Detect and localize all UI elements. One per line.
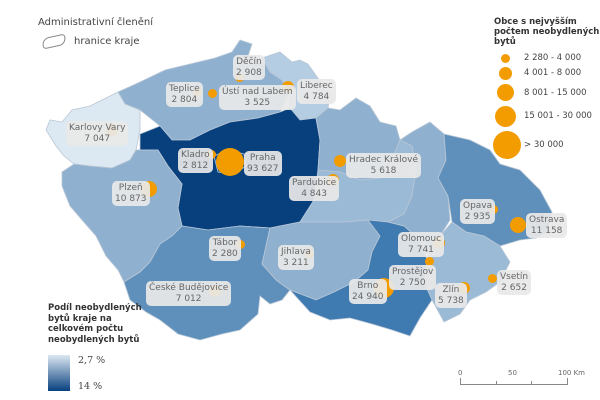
city-label-plzen: Plzeň 10 873 bbox=[112, 181, 150, 206]
city-label-praha: Praha 93 627 bbox=[244, 151, 282, 176]
city-label-tabor: Tábor 2 280 bbox=[209, 236, 241, 261]
scale-tick-0: 0 bbox=[458, 369, 463, 377]
city-bubble-prostejov[interactable] bbox=[425, 257, 434, 266]
city-bubble-praha[interactable] bbox=[216, 148, 244, 176]
boundary-label: hranice kraje bbox=[74, 36, 140, 47]
city-label-opava: Opava 2 935 bbox=[460, 199, 496, 224]
bubble-size-3-icon bbox=[497, 84, 514, 101]
city-label-usti: Ústí nad Labem 3 525 bbox=[219, 85, 296, 110]
bubble-class-3-label: 8 001 - 15 000 bbox=[524, 88, 587, 98]
city-label-hradec: Hradec Králové 5 618 bbox=[346, 153, 422, 178]
city-label-ceske-budejovice: České Budějovice 7 012 bbox=[146, 281, 232, 306]
bubble-legend-title-line2: počtem neobydlených bbox=[494, 27, 600, 37]
city-label-vsetin: Vsetín 2 652 bbox=[497, 270, 532, 295]
bubble-legend-title-line3: bytů bbox=[494, 37, 516, 47]
scale-bar bbox=[460, 378, 568, 385]
bubble-size-4-icon bbox=[495, 106, 516, 127]
city-label-pardubice: Pardubice 4 843 bbox=[289, 176, 340, 201]
scale-tick-50: 50 bbox=[508, 369, 517, 377]
admin-legend-title: Administrativní členění bbox=[38, 17, 153, 28]
share-legend-title-line4: neobydlených bytů bbox=[48, 334, 140, 345]
share-max-label: 14 % bbox=[78, 381, 103, 392]
share-legend-title-line2: bytů kraje na bbox=[48, 313, 112, 324]
bubble-legend-title: Obce s nejvyšším počtem neobydlených byt… bbox=[494, 17, 600, 47]
share-legend-title-line1: Podíl neobydlených bbox=[48, 303, 142, 313]
city-label-kladno: Kladro 2 812 bbox=[178, 148, 213, 173]
share-legend-title-line3: celkovém počtu bbox=[48, 324, 124, 334]
bubble-class-5-label: > 30 000 bbox=[524, 140, 564, 150]
bubble-size-5-icon bbox=[493, 131, 521, 159]
bubble-class-4-label: 15 001 - 30 000 bbox=[524, 111, 592, 121]
city-label-jihlava: Jihlava 3 211 bbox=[278, 245, 314, 270]
city-bubble-ostrava[interactable] bbox=[510, 217, 526, 233]
city-label-olomouc: Olomouc 7 741 bbox=[398, 232, 445, 257]
city-label-liberec: Liberec 4 784 bbox=[297, 79, 336, 104]
city-bubble-vsetin[interactable] bbox=[488, 274, 497, 283]
share-min-label: 2,7 % bbox=[78, 355, 106, 366]
city-bubble-usti[interactable] bbox=[208, 89, 217, 98]
bubble-class-2-label: 4 001 - 8 000 bbox=[524, 68, 582, 78]
city-label-teplice: Teplice 2 804 bbox=[166, 82, 203, 107]
city-label-prostejov: Prostějov 2 750 bbox=[389, 265, 437, 290]
city-bubble-hradec[interactable] bbox=[334, 155, 346, 167]
city-label-decin: Děčín 2 908 bbox=[233, 55, 265, 80]
scale-tick-100: 100 Km bbox=[558, 369, 585, 377]
city-label-ostrava: Ostrava 11 158 bbox=[526, 213, 568, 238]
share-color-ramp bbox=[48, 355, 70, 391]
bubble-size-1-icon bbox=[501, 54, 510, 63]
admin-legend-boundary: hranice kraje bbox=[41, 33, 140, 50]
bubble-size-2-icon bbox=[499, 67, 512, 80]
city-label-zlin: Zlín 5 738 bbox=[435, 283, 467, 308]
city-label-brno: Brno 24 940 bbox=[349, 279, 387, 304]
city-label-karlovy-vary: Karlovy Vary 7 047 bbox=[66, 121, 129, 146]
bubble-legend-title-line1: Obce s nejvyšším bbox=[494, 17, 577, 27]
bubble-class-1-label: 2 280 - 4 000 bbox=[524, 53, 582, 63]
share-legend-title: Podíl neobydlených bytů kraje na celkové… bbox=[48, 303, 168, 345]
